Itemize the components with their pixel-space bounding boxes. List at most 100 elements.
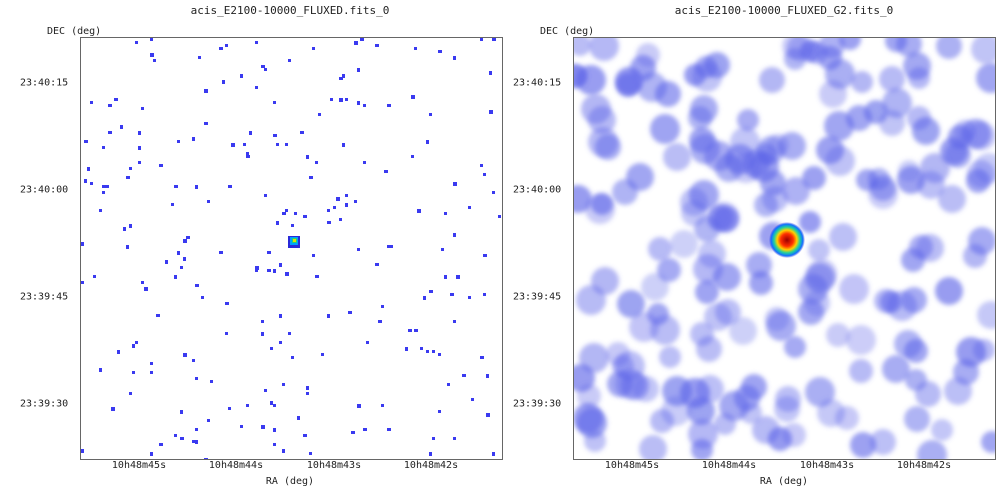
count-pixel	[417, 209, 421, 213]
count-pixel	[273, 443, 276, 446]
count-pixel	[486, 413, 490, 417]
panel-2-image[interactable]	[573, 37, 996, 460]
smoothed-blob	[704, 303, 732, 331]
count-pixel	[261, 320, 264, 323]
count-pixel	[117, 350, 120, 354]
smoothed-blob	[850, 432, 876, 458]
count-pixel	[375, 44, 379, 47]
count-pixel	[306, 392, 309, 395]
count-pixel	[333, 206, 336, 209]
count-pixel	[345, 98, 348, 101]
smoothed-blob	[696, 375, 724, 403]
count-pixel	[303, 434, 307, 437]
count-pixel	[483, 254, 487, 257]
smoothed-blob	[615, 67, 643, 95]
smoothed-blob	[688, 106, 712, 130]
count-pixel	[240, 425, 243, 428]
smoothed-blob	[729, 317, 757, 345]
smoothed-blob	[908, 67, 930, 89]
count-pixel	[489, 71, 492, 75]
count-pixel	[273, 404, 276, 407]
smoothed-blob	[894, 330, 922, 358]
count-pixel	[294, 212, 297, 215]
count-pixel	[492, 191, 495, 194]
panel-2-ytick-3: 23:39:45	[513, 291, 562, 303]
count-pixel	[342, 74, 345, 78]
count-pixel	[264, 389, 267, 392]
count-pixel	[375, 263, 379, 266]
panel-2-xtick-4: 10h48m42s	[896, 460, 952, 471]
count-pixel	[414, 329, 418, 332]
smoothed-blob	[648, 237, 672, 261]
smoothed-blob	[715, 154, 743, 182]
count-pixel	[363, 428, 367, 431]
count-pixel	[228, 407, 231, 410]
count-pixel	[327, 221, 331, 224]
count-pixel	[174, 275, 177, 279]
count-pixel	[291, 224, 294, 227]
count-pixel	[153, 59, 156, 62]
smoothed-blob	[948, 125, 972, 149]
smoothed-blob	[896, 38, 922, 57]
smoothed-blob	[956, 337, 986, 367]
count-pixel	[309, 176, 313, 179]
count-pixel	[480, 38, 483, 41]
count-pixel	[357, 248, 360, 251]
bright-source-pixel	[293, 239, 296, 242]
count-pixel	[483, 293, 486, 296]
count-pixel	[183, 257, 186, 261]
count-pixel	[303, 215, 307, 218]
count-pixel	[246, 404, 249, 407]
count-pixel	[453, 437, 456, 440]
count-pixel	[177, 140, 180, 143]
count-pixel	[426, 140, 429, 144]
count-pixel	[444, 275, 447, 279]
count-pixel	[381, 305, 384, 308]
count-pixel	[261, 65, 265, 68]
smoothed-blob	[936, 38, 962, 59]
count-pixel	[276, 143, 279, 146]
count-pixel	[84, 179, 87, 183]
count-pixel	[123, 227, 126, 231]
count-pixel	[171, 203, 174, 206]
count-pixel	[255, 41, 258, 44]
smoothed-blob	[882, 88, 912, 118]
count-pixel	[210, 380, 213, 383]
count-pixel	[219, 47, 223, 50]
count-pixel	[339, 218, 342, 221]
smoothed-blob	[851, 71, 873, 93]
count-pixel	[453, 320, 456, 323]
count-pixel	[342, 143, 345, 147]
count-pixel	[222, 80, 225, 84]
count-pixel	[345, 194, 348, 197]
count-pixel	[192, 359, 195, 362]
smoothed-blob	[591, 193, 613, 215]
smoothed-blob	[782, 177, 810, 205]
smoothed-blob	[637, 72, 667, 102]
smoothed-blob	[681, 200, 707, 226]
count-pixel	[228, 185, 232, 188]
panel-1-x-axis-label: RA (deg)	[265, 476, 315, 487]
count-pixel	[105, 185, 109, 188]
panel-1-image[interactable]	[80, 37, 503, 460]
count-pixel	[291, 356, 294, 359]
count-pixel	[321, 353, 324, 356]
smoothed-blob	[650, 114, 680, 144]
count-pixel	[81, 242, 84, 246]
count-pixel	[99, 209, 102, 212]
count-pixel	[312, 254, 315, 257]
smoothed-blob	[615, 369, 645, 399]
count-pixel	[429, 452, 432, 456]
count-pixel	[102, 191, 105, 194]
count-pixel	[195, 284, 199, 287]
count-pixel	[231, 143, 235, 147]
count-pixel	[279, 341, 282, 344]
count-pixel	[255, 266, 259, 270]
count-pixel	[195, 428, 198, 431]
count-pixel	[204, 122, 208, 125]
count-pixel	[183, 353, 187, 357]
panel-1-ytick-4: 23:39:30	[20, 398, 69, 410]
count-pixel	[483, 173, 486, 176]
count-pixel	[327, 209, 330, 212]
count-pixel	[381, 404, 384, 407]
